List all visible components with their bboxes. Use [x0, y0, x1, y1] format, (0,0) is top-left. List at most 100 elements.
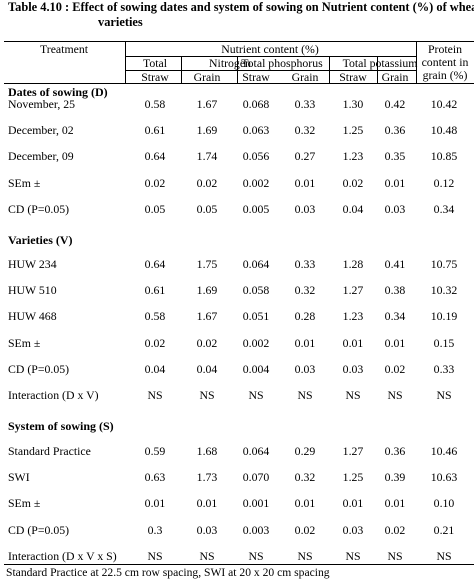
row-label: HUW 234 — [8, 257, 57, 271]
table-cell: 0.21 — [433, 522, 455, 537]
table-cell: 10.85 — [430, 149, 458, 164]
table-cell: 0.34 — [384, 309, 406, 324]
header-protein-line: grain (%) — [422, 68, 468, 82]
table-cell: 0.29 — [294, 444, 316, 458]
row-label: SEm ± — [8, 175, 41, 190]
table-cell: 1.69 — [196, 283, 218, 298]
table-footnote: Standard Practice at 22.5 cm row spacing… — [6, 566, 330, 579]
table-cell: NS — [248, 548, 264, 563]
table-caption: Table 4.10 : Effect of sowing dates and … — [8, 0, 474, 30]
table-cell: 0.04 — [144, 361, 166, 376]
table-cell: 1.68 — [196, 444, 218, 458]
table-cell: 0.61 — [144, 283, 166, 298]
table-cell: 0.04 — [342, 201, 364, 216]
table-cell: 0.05 — [196, 201, 218, 216]
caption-line-2: varieties — [98, 15, 143, 29]
table-cell: 0.058 — [242, 283, 270, 298]
table-bottom-rule — [4, 564, 474, 565]
header-subcol: Straw — [339, 70, 367, 84]
table-cell: 0.05 — [144, 201, 166, 216]
row-label: SWI — [8, 470, 30, 485]
table-cell: 0.02 — [384, 522, 406, 537]
header-group: Total phosphorus — [241, 56, 323, 70]
table-cell: 0.35 — [384, 149, 406, 164]
table-cell: 1.25 — [342, 470, 364, 485]
table-cell: 0.070 — [242, 470, 270, 485]
table-cell: 0.12 — [433, 175, 455, 190]
table-cell: 10.48 — [430, 123, 458, 138]
table-cell: 0.32 — [294, 470, 316, 485]
table-cell: 0.61 — [144, 123, 166, 138]
table-cell: 0.02 — [144, 335, 166, 350]
table-cell: 0.33 — [294, 97, 316, 111]
table-cell: NS — [387, 548, 403, 563]
table-cell: 1.25 — [342, 123, 364, 138]
table-cell: 1.28 — [342, 257, 364, 271]
table-cell: NS — [248, 388, 264, 402]
header-subcol: Grain — [291, 70, 319, 84]
header-protein-line: Protein — [427, 42, 463, 56]
table-cell: 0.056 — [242, 149, 270, 164]
table-cell: 0.03 — [342, 522, 364, 537]
table-cell: 0.3 — [147, 522, 163, 537]
table-cell: 0.02 — [342, 175, 364, 190]
table-cell: 0.39 — [384, 470, 406, 485]
table-cell: 0.59 — [144, 444, 166, 458]
table-cell: 0.02 — [196, 335, 218, 350]
table-cell: 10.63 — [430, 470, 458, 485]
table-cell: 0.04 — [196, 361, 218, 376]
table-cell: NS — [345, 548, 361, 563]
table-cell: 0.36 — [384, 444, 406, 458]
table-cell: 1.69 — [196, 123, 218, 138]
table-cell: 1.27 — [342, 283, 364, 298]
table-cell: 0.02 — [384, 361, 406, 376]
table-cell: 0.064 — [242, 257, 270, 271]
row-label: CD (P=0.05) — [8, 201, 70, 216]
table-cell: 1.73 — [196, 470, 218, 485]
table-cell: NS — [199, 548, 215, 563]
table-cell: 0.01 — [294, 175, 316, 190]
table-cell: NS — [345, 388, 361, 402]
row-label: Interaction (D x V x S) — [8, 548, 117, 563]
table-cell: 0.01 — [384, 175, 406, 190]
table-cell: 0.01 — [196, 496, 218, 511]
table-cell: 0.02 — [294, 522, 316, 537]
header-subcol: Grain — [193, 70, 221, 84]
table-cell: 0.01 — [294, 496, 316, 511]
table-cell: 0.051 — [242, 309, 270, 324]
table-cell: 0.01 — [384, 335, 406, 350]
header-group: Total — [142, 56, 168, 70]
row-label: CD (P=0.05) — [8, 522, 70, 537]
table-cell: 0.15 — [433, 335, 455, 350]
table-cell: 0.58 — [144, 97, 166, 111]
table-cell: 0.58 — [144, 309, 166, 324]
table-cell: 0.42 — [384, 97, 406, 111]
row-label: Standard Practice — [8, 444, 91, 458]
header-vline-1 — [181, 56, 182, 83]
header-sub-rule — [125, 70, 416, 71]
table-cell: NS — [436, 388, 452, 402]
table-cell: 0.03 — [342, 361, 364, 376]
table-cell: 0.01 — [384, 496, 406, 511]
header-group: Total potassium — [342, 56, 418, 70]
row-label: HUW 468 — [8, 309, 57, 324]
table-cell: 0.34 — [433, 201, 455, 216]
table-cell: 1.75 — [196, 257, 218, 271]
table-cell: NS — [436, 548, 452, 563]
header-vline-3 — [329, 56, 330, 83]
row-label: Interaction (D x V) — [8, 388, 99, 402]
table-cell: 1.27 — [342, 444, 364, 458]
table-cell: 0.01 — [294, 335, 316, 350]
header-subcol: Straw — [141, 70, 169, 84]
header-subcol: Grain — [381, 70, 409, 84]
table-cell: 0.10 — [433, 496, 455, 511]
header-bottom-rule — [4, 83, 474, 84]
table-cell: NS — [147, 548, 163, 563]
table-cell: 0.004 — [242, 361, 270, 376]
table-cell: 0.064 — [242, 444, 270, 458]
header-treatment: Treatment — [39, 42, 89, 56]
table-cell: 0.002 — [242, 335, 270, 350]
header-vline-protein — [416, 41, 417, 83]
table-cell: 0.64 — [144, 149, 166, 164]
table-cell: 0.03 — [384, 201, 406, 216]
